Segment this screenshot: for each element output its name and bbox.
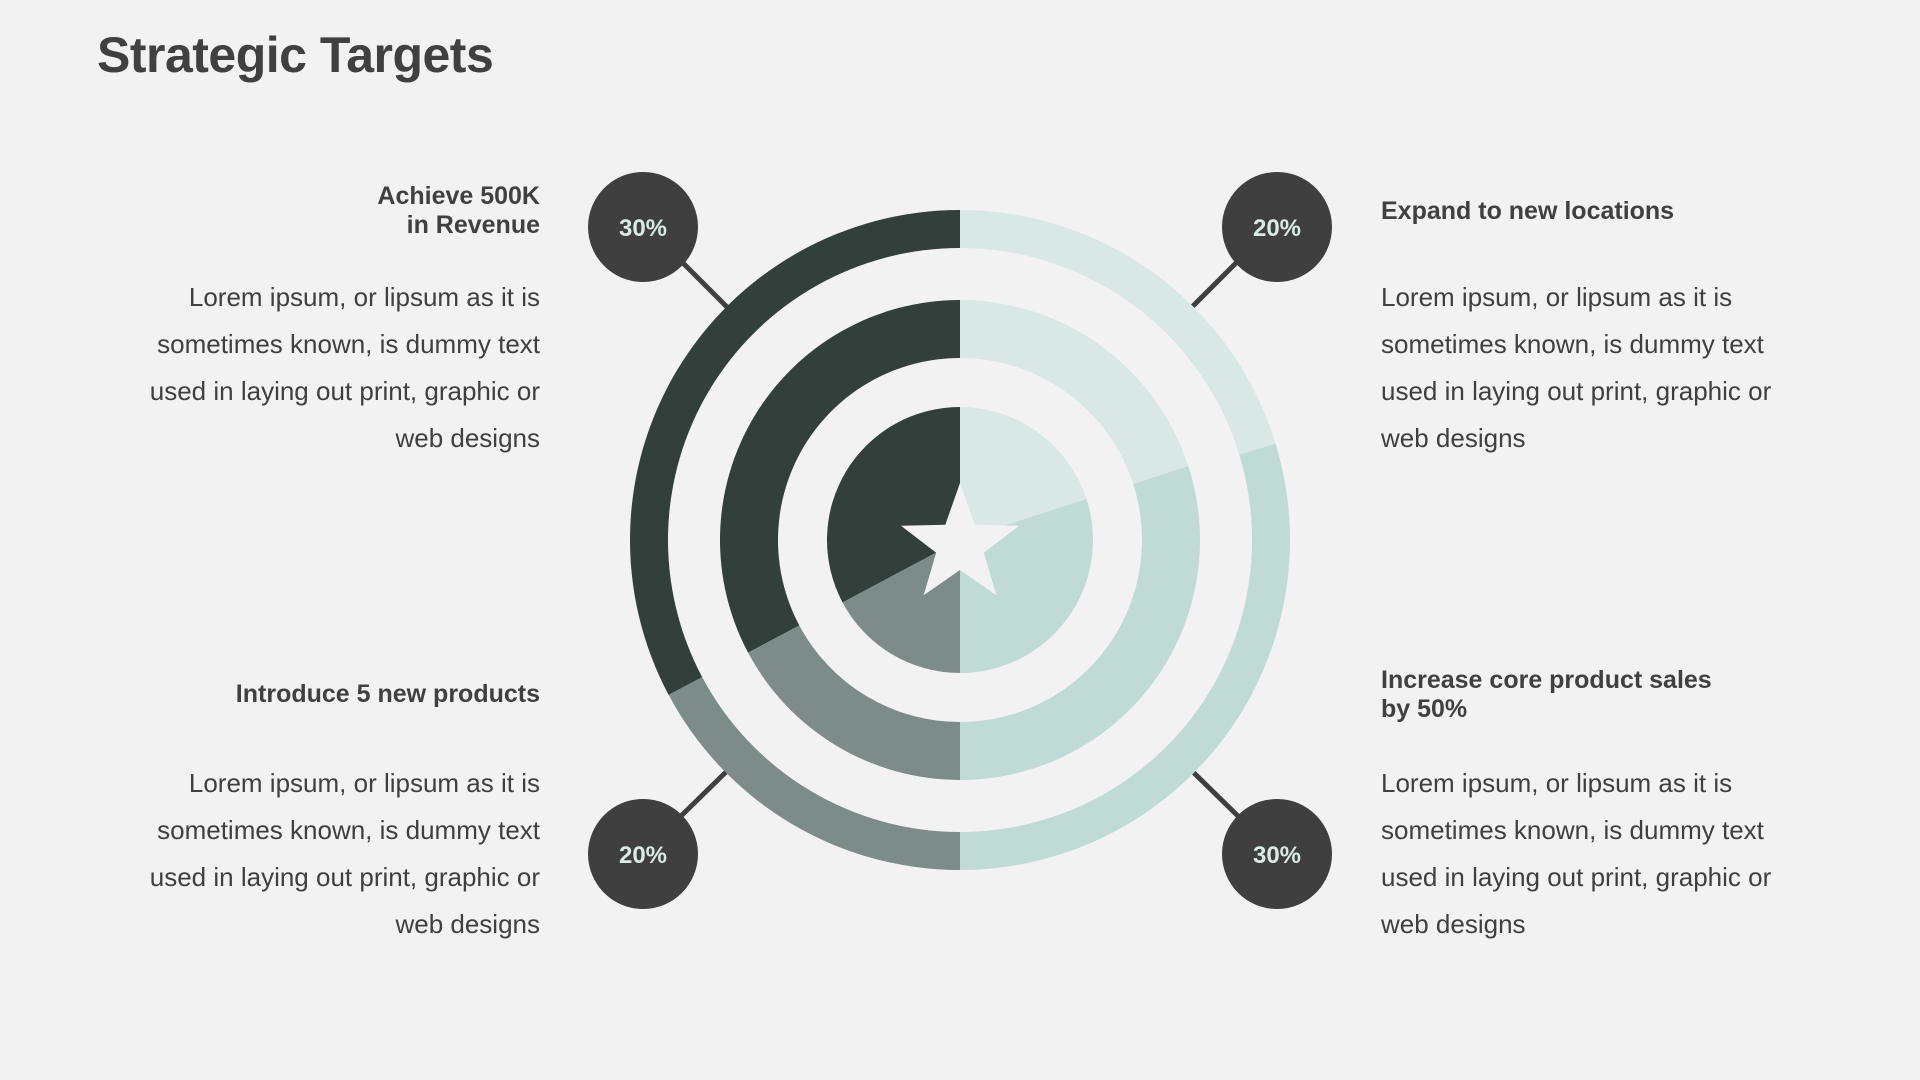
connector-line <box>678 258 729 309</box>
heading-line: by 50% <box>1381 695 1468 723</box>
target-block-locations: Expand to new locations Lorem ipsum, or … <box>1381 197 1821 453</box>
target-heading: Increase core product sales by 50% <box>1381 666 1821 724</box>
target-block-sales: Increase core product sales by 50% Lorem… <box>1381 666 1821 939</box>
target-block-products: Introduce 5 new products Lorem ipsum, or… <box>100 680 540 939</box>
bubble-circle <box>1222 172 1332 282</box>
percent-bubble: 20% <box>588 799 698 909</box>
pie-segment <box>827 406 960 603</box>
heading-line: in Revenue <box>406 211 540 239</box>
heading-line: Expand to new locations <box>1381 197 1675 225</box>
heading-line: Increase core product sales <box>1381 666 1712 694</box>
connector-line <box>1190 258 1241 309</box>
percent-label: 30% <box>619 215 667 242</box>
target-description: Lorem ipsum, or lipsum as it is sometime… <box>149 768 540 939</box>
bubble-circle <box>588 799 698 909</box>
percent-bubble: 20% <box>1222 172 1332 282</box>
percent-label: 20% <box>1253 215 1301 242</box>
bubble-circle <box>1222 799 1332 909</box>
outer-ring <box>630 210 1290 870</box>
target-block-revenue: Achieve 500K in Revenue Lorem ipsum, or … <box>100 182 540 453</box>
heading-line: Introduce 5 new products <box>235 680 540 708</box>
ring-segment <box>630 210 960 695</box>
bubble-circle <box>588 172 698 282</box>
middle-ring <box>720 300 1200 780</box>
page-title: Strategic Targets <box>97 27 494 83</box>
ring-segment <box>960 210 1276 455</box>
percent-label: 30% <box>1253 842 1301 869</box>
target-description: Lorem ipsum, or lipsum as it is sometime… <box>1381 768 1772 939</box>
target-heading: Achieve 500K in Revenue <box>100 182 540 240</box>
target-heading: Introduce 5 new products <box>100 680 540 709</box>
connector-line <box>678 769 729 819</box>
percent-label: 20% <box>619 842 667 869</box>
target-description: Lorem ipsum, or lipsum as it is sometime… <box>149 282 540 453</box>
heading-line: Achieve 500K <box>377 182 540 210</box>
ring-segment <box>960 443 1290 870</box>
ring-segment <box>668 677 960 870</box>
ring-segment <box>960 300 1189 484</box>
percent-bubble: 30% <box>1222 799 1332 909</box>
star-icon <box>901 483 1019 596</box>
target-description: Lorem ipsum, or lipsum as it is sometime… <box>1381 282 1772 453</box>
ring-segment <box>748 625 960 780</box>
ring-segment <box>960 465 1200 780</box>
target-heading: Expand to new locations <box>1381 197 1821 226</box>
ring-segment <box>720 300 960 653</box>
connector-line <box>1190 769 1241 819</box>
percent-bubble: 30% <box>588 172 698 282</box>
connector-lines <box>678 258 1241 819</box>
pie-segment <box>960 407 1087 540</box>
